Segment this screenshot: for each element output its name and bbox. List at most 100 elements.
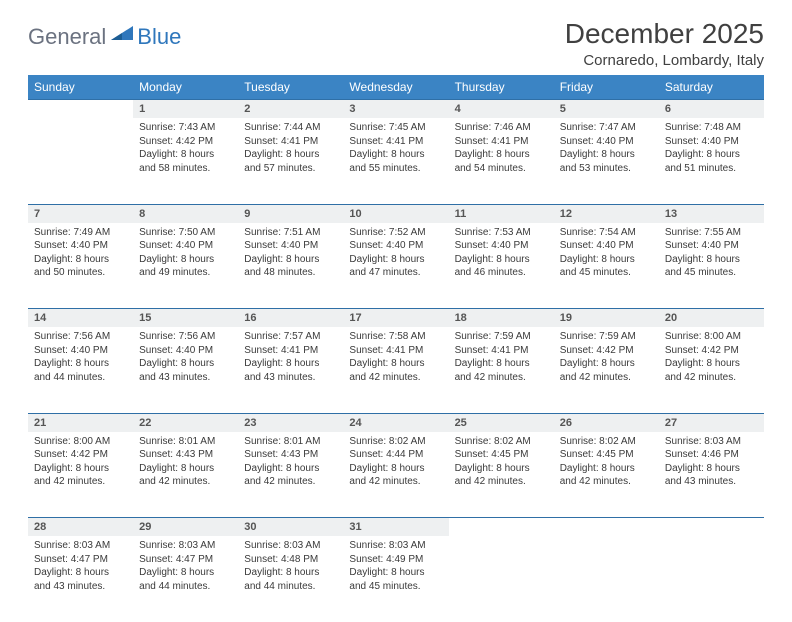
day-number-cell: 29: [133, 518, 238, 537]
day-number-cell: 2: [238, 100, 343, 119]
daylight-text: and 58 minutes.: [139, 162, 232, 176]
daylight-text: Daylight: 8 hours: [455, 148, 548, 162]
day-body-row: Sunrise: 7:56 AMSunset: 4:40 PMDaylight:…: [28, 327, 764, 413]
daylight-text: and 45 minutes.: [560, 266, 653, 280]
day-number-cell: 22: [133, 413, 238, 432]
logo-word2: Blue: [137, 24, 181, 50]
sunset-text: Sunset: 4:40 PM: [665, 135, 758, 149]
daylight-text: Daylight: 8 hours: [665, 462, 758, 476]
day-number-cell: [28, 100, 133, 119]
daylight-text: Daylight: 8 hours: [34, 357, 127, 371]
sunset-text: Sunset: 4:40 PM: [139, 239, 232, 253]
day-number-cell: 30: [238, 518, 343, 537]
day-number-cell: [449, 518, 554, 537]
sunset-text: Sunset: 4:42 PM: [560, 344, 653, 358]
day-number-cell: 19: [554, 309, 659, 328]
daylight-text: and 42 minutes.: [560, 371, 653, 385]
sunrise-text: Sunrise: 8:03 AM: [665, 435, 758, 449]
daylight-text: Daylight: 8 hours: [34, 566, 127, 580]
day-body-cell: [554, 536, 659, 622]
day-body-cell: [449, 536, 554, 622]
sunset-text: Sunset: 4:40 PM: [244, 239, 337, 253]
sunrise-text: Sunrise: 7:51 AM: [244, 226, 337, 240]
day-number-cell: 7: [28, 204, 133, 223]
sunrise-text: Sunrise: 7:47 AM: [560, 121, 653, 135]
daylight-text: and 47 minutes.: [349, 266, 442, 280]
sunset-text: Sunset: 4:40 PM: [560, 239, 653, 253]
day-number-cell: 14: [28, 309, 133, 328]
day-body-cell: Sunrise: 7:46 AMSunset: 4:41 PMDaylight:…: [449, 118, 554, 204]
day-number-cell: 15: [133, 309, 238, 328]
daylight-text: Daylight: 8 hours: [349, 148, 442, 162]
day-body-cell: Sunrise: 8:02 AMSunset: 4:45 PMDaylight:…: [449, 432, 554, 518]
day-number-cell: 25: [449, 413, 554, 432]
logo-word1: General: [28, 24, 106, 50]
daylight-text: and 57 minutes.: [244, 162, 337, 176]
daylight-text: and 48 minutes.: [244, 266, 337, 280]
calendar-table: Sunday Monday Tuesday Wednesday Thursday…: [28, 75, 764, 622]
sunset-text: Sunset: 4:48 PM: [244, 553, 337, 567]
daylight-text: and 54 minutes.: [455, 162, 548, 176]
sunset-text: Sunset: 4:43 PM: [244, 448, 337, 462]
day-body-cell: Sunrise: 7:57 AMSunset: 4:41 PMDaylight:…: [238, 327, 343, 413]
sunrise-text: Sunrise: 7:53 AM: [455, 226, 548, 240]
sunrise-text: Sunrise: 7:45 AM: [349, 121, 442, 135]
day-number-row: 14151617181920: [28, 309, 764, 328]
sunset-text: Sunset: 4:41 PM: [349, 135, 442, 149]
sunrise-text: Sunrise: 8:01 AM: [139, 435, 232, 449]
daylight-text: Daylight: 8 hours: [139, 566, 232, 580]
day-body-cell: Sunrise: 8:00 AMSunset: 4:42 PMDaylight:…: [28, 432, 133, 518]
sunset-text: Sunset: 4:49 PM: [349, 553, 442, 567]
day-body-cell: Sunrise: 8:03 AMSunset: 4:47 PMDaylight:…: [28, 536, 133, 622]
day-number-cell: [554, 518, 659, 537]
daylight-text: and 42 minutes.: [139, 475, 232, 489]
sunset-text: Sunset: 4:47 PM: [34, 553, 127, 567]
day-body-cell: Sunrise: 7:56 AMSunset: 4:40 PMDaylight:…: [28, 327, 133, 413]
day-number-cell: 24: [343, 413, 448, 432]
day-number-cell: 10: [343, 204, 448, 223]
day-body-cell: Sunrise: 7:47 AMSunset: 4:40 PMDaylight:…: [554, 118, 659, 204]
sunrise-text: Sunrise: 8:02 AM: [349, 435, 442, 449]
day-body-cell: Sunrise: 7:59 AMSunset: 4:42 PMDaylight:…: [554, 327, 659, 413]
sunrise-text: Sunrise: 7:57 AM: [244, 330, 337, 344]
daylight-text: and 49 minutes.: [139, 266, 232, 280]
sunrise-text: Sunrise: 7:56 AM: [34, 330, 127, 344]
sunrise-text: Sunrise: 7:58 AM: [349, 330, 442, 344]
sunset-text: Sunset: 4:41 PM: [244, 135, 337, 149]
sunset-text: Sunset: 4:40 PM: [34, 344, 127, 358]
day-number-row: 28293031: [28, 518, 764, 537]
weekday-header: Wednesday: [343, 75, 448, 100]
day-body-cell: Sunrise: 7:58 AMSunset: 4:41 PMDaylight:…: [343, 327, 448, 413]
weekday-header: Thursday: [449, 75, 554, 100]
day-body-cell: Sunrise: 7:50 AMSunset: 4:40 PMDaylight:…: [133, 223, 238, 309]
sunset-text: Sunset: 4:41 PM: [455, 344, 548, 358]
day-number-cell: 26: [554, 413, 659, 432]
weekday-header: Sunday: [28, 75, 133, 100]
daylight-text: Daylight: 8 hours: [349, 462, 442, 476]
day-body-cell: Sunrise: 8:03 AMSunset: 4:46 PMDaylight:…: [659, 432, 764, 518]
daylight-text: Daylight: 8 hours: [244, 253, 337, 267]
day-body-cell: Sunrise: 7:54 AMSunset: 4:40 PMDaylight:…: [554, 223, 659, 309]
day-number-cell: 18: [449, 309, 554, 328]
sunrise-text: Sunrise: 7:50 AM: [139, 226, 232, 240]
day-body-row: Sunrise: 8:03 AMSunset: 4:47 PMDaylight:…: [28, 536, 764, 622]
daylight-text: Daylight: 8 hours: [349, 253, 442, 267]
sunrise-text: Sunrise: 7:43 AM: [139, 121, 232, 135]
daylight-text: Daylight: 8 hours: [244, 462, 337, 476]
daylight-text: Daylight: 8 hours: [560, 357, 653, 371]
daylight-text: and 42 minutes.: [665, 371, 758, 385]
sunset-text: Sunset: 4:40 PM: [455, 239, 548, 253]
daylight-text: Daylight: 8 hours: [34, 253, 127, 267]
day-number-cell: 28: [28, 518, 133, 537]
daylight-text: and 42 minutes.: [34, 475, 127, 489]
day-body-cell: Sunrise: 7:49 AMSunset: 4:40 PMDaylight:…: [28, 223, 133, 309]
sunrise-text: Sunrise: 8:00 AM: [34, 435, 127, 449]
daylight-text: Daylight: 8 hours: [34, 462, 127, 476]
daylight-text: Daylight: 8 hours: [665, 148, 758, 162]
daylight-text: Daylight: 8 hours: [560, 253, 653, 267]
day-body-cell: Sunrise: 8:01 AMSunset: 4:43 PMDaylight:…: [238, 432, 343, 518]
daylight-text: and 50 minutes.: [34, 266, 127, 280]
sunrise-text: Sunrise: 8:03 AM: [34, 539, 127, 553]
day-body-cell: Sunrise: 7:45 AMSunset: 4:41 PMDaylight:…: [343, 118, 448, 204]
sunrise-text: Sunrise: 8:02 AM: [455, 435, 548, 449]
